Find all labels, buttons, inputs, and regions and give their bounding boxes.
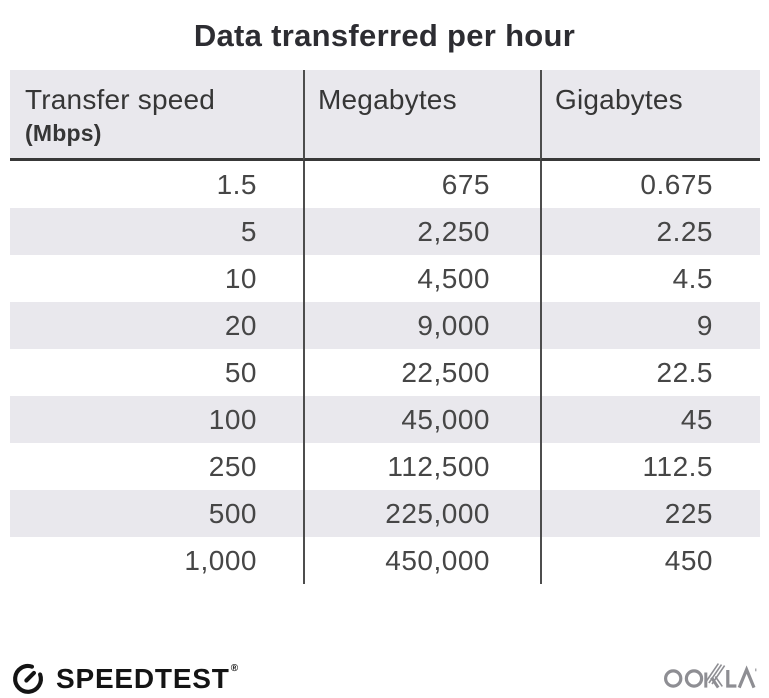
table-cell: 45,000 — [303, 396, 540, 443]
table-cell: 225,000 — [303, 490, 540, 537]
column-header-label: Transfer speed — [25, 84, 216, 115]
table-cell: 10 — [10, 255, 303, 302]
registered-mark: ® — [230, 663, 239, 674]
table-cell: 2,250 — [303, 208, 540, 255]
page-title: Data transferred per hour — [193, 18, 576, 53]
table-cell: 2.25 — [540, 208, 760, 255]
table-cell: 9 — [540, 302, 760, 349]
table-cell: 450,000 — [303, 537, 540, 584]
column-header-sublabel: (Mbps) — [25, 120, 102, 146]
column-header-label: Megabytes — [318, 84, 457, 115]
data-table: Transfer speed (Mbps) Megabytes Gigabyte… — [10, 70, 760, 584]
table-cell: 0.675 — [540, 161, 760, 208]
table-cell: 675 — [303, 161, 540, 208]
table-cell: 500 — [10, 490, 303, 537]
table-cell: 22,500 — [303, 349, 540, 396]
table-cell: 1.5 — [10, 161, 303, 208]
table-cell: 112.5 — [540, 443, 760, 490]
speedtest-wordmark: SPEEDTEST — [56, 662, 230, 694]
table-cell: 22.5 — [540, 349, 760, 396]
table-cell: 9,000 — [303, 302, 540, 349]
footer: SPEEDTEST ® — [10, 658, 759, 698]
column-header-megabytes: Megabytes — [303, 70, 540, 161]
table-cell: 450 — [540, 537, 760, 584]
table-cell: 250 — [10, 443, 303, 490]
column-header-gigabytes: Gigabytes — [540, 70, 760, 161]
table-cell: 100 — [10, 396, 303, 443]
speedtest-logo: SPEEDTEST ® — [10, 660, 238, 696]
table-cell: 45 — [540, 396, 760, 443]
column-header-label: Gigabytes — [555, 84, 683, 115]
column-header-transfer-speed: Transfer speed (Mbps) — [10, 70, 303, 161]
table-cell: 4,500 — [303, 255, 540, 302]
table-cell: 225 — [540, 490, 760, 537]
table-cell: 50 — [10, 349, 303, 396]
table-cell: 4.5 — [540, 255, 760, 302]
table-cell: 20 — [10, 302, 303, 349]
ookla-logo — [663, 663, 757, 689]
table-cell: 112,500 — [303, 443, 540, 490]
table-cell: 1,000 — [10, 537, 303, 584]
speedtest-gauge-icon — [13, 664, 43, 694]
table-cell: 5 — [10, 208, 303, 255]
